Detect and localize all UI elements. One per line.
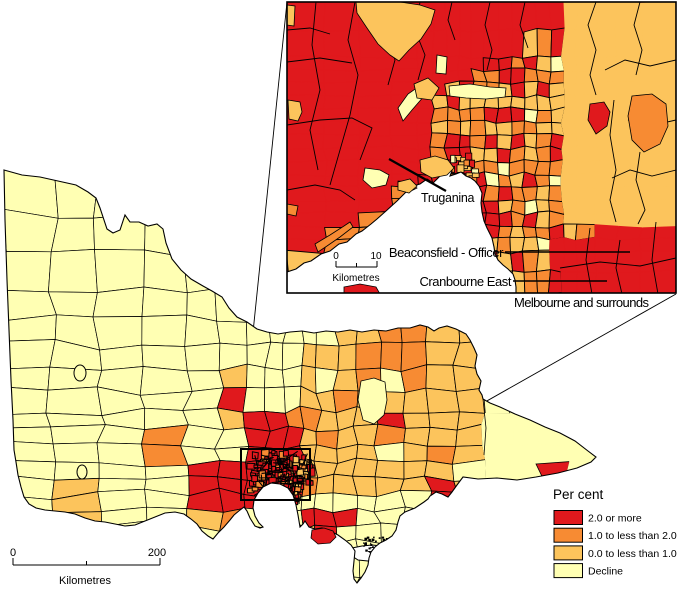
svg-text:200: 200 bbox=[148, 547, 166, 559]
svg-text:0: 0 bbox=[333, 251, 339, 262]
svg-text:10: 10 bbox=[370, 251, 382, 262]
svg-text:Beaconsfield - Officer: Beaconsfield - Officer bbox=[389, 245, 504, 260]
svg-text:Decline: Decline bbox=[588, 566, 623, 578]
svg-text:1.0 to less than 2.0: 1.0 to less than 2.0 bbox=[588, 530, 677, 542]
svg-text:0.0 to less than 1.0: 0.0 to less than 1.0 bbox=[588, 548, 677, 560]
svg-text:Kilometres: Kilometres bbox=[332, 273, 379, 284]
svg-text:Melbourne and surrounds: Melbourne and surrounds bbox=[514, 295, 649, 310]
svg-text:0: 0 bbox=[10, 547, 16, 559]
svg-text:Per cent: Per cent bbox=[553, 487, 604, 502]
svg-text:Cranbourne East: Cranbourne East bbox=[419, 274, 511, 289]
svg-text:Truganina: Truganina bbox=[421, 191, 474, 205]
svg-text:Kilometres: Kilometres bbox=[59, 575, 111, 587]
svg-text:2.0 or more: 2.0 or more bbox=[588, 513, 642, 525]
